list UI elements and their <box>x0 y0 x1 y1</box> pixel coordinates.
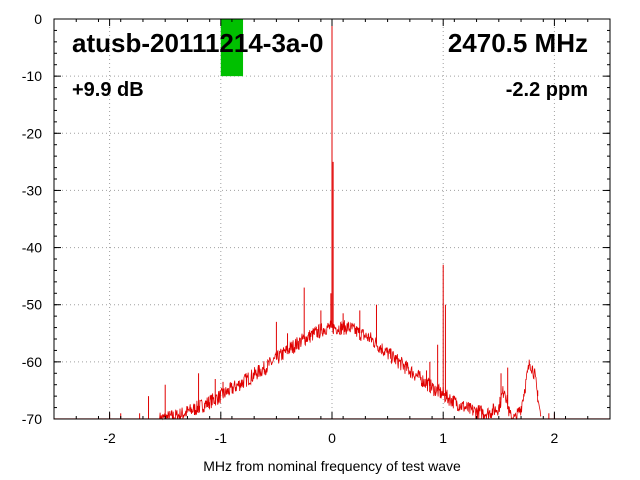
y-tick-label: -40 <box>22 240 42 256</box>
gain-label: +9.9 dB <box>72 79 144 101</box>
carrier-marker <box>220 19 244 77</box>
axis-ticks <box>53 18 611 420</box>
spectrum-trace <box>159 320 542 421</box>
marker-block <box>220 19 244 77</box>
frequency-label: 2470.5 MHz <box>448 28 588 58</box>
y-tick-label: -60 <box>22 354 42 370</box>
x-tick-label: 1 <box>439 430 447 446</box>
chart-title: atusb-20111214-3a-0 <box>72 28 324 58</box>
x-axis-label: MHz from nominal frequency of test wave <box>203 458 461 474</box>
ppm-label: -2.2 ppm <box>506 79 588 101</box>
y-tick-label: -50 <box>22 297 42 313</box>
x-tick-label: 0 <box>328 430 336 446</box>
y-tick-label: -30 <box>22 182 42 198</box>
y-tick-label: 0 <box>34 11 42 27</box>
x-tick-label: -1 <box>215 430 228 446</box>
y-tick-label: -70 <box>22 411 42 427</box>
y-tick-label: -20 <box>22 125 42 141</box>
tick-labels: -2 -1 0 1 20-10-20-30-40-50-60-70 <box>22 11 559 446</box>
x-tick-label: -2 <box>103 430 116 446</box>
y-tick-label: -10 <box>22 68 42 84</box>
x-tick-label: 2 <box>551 430 559 446</box>
